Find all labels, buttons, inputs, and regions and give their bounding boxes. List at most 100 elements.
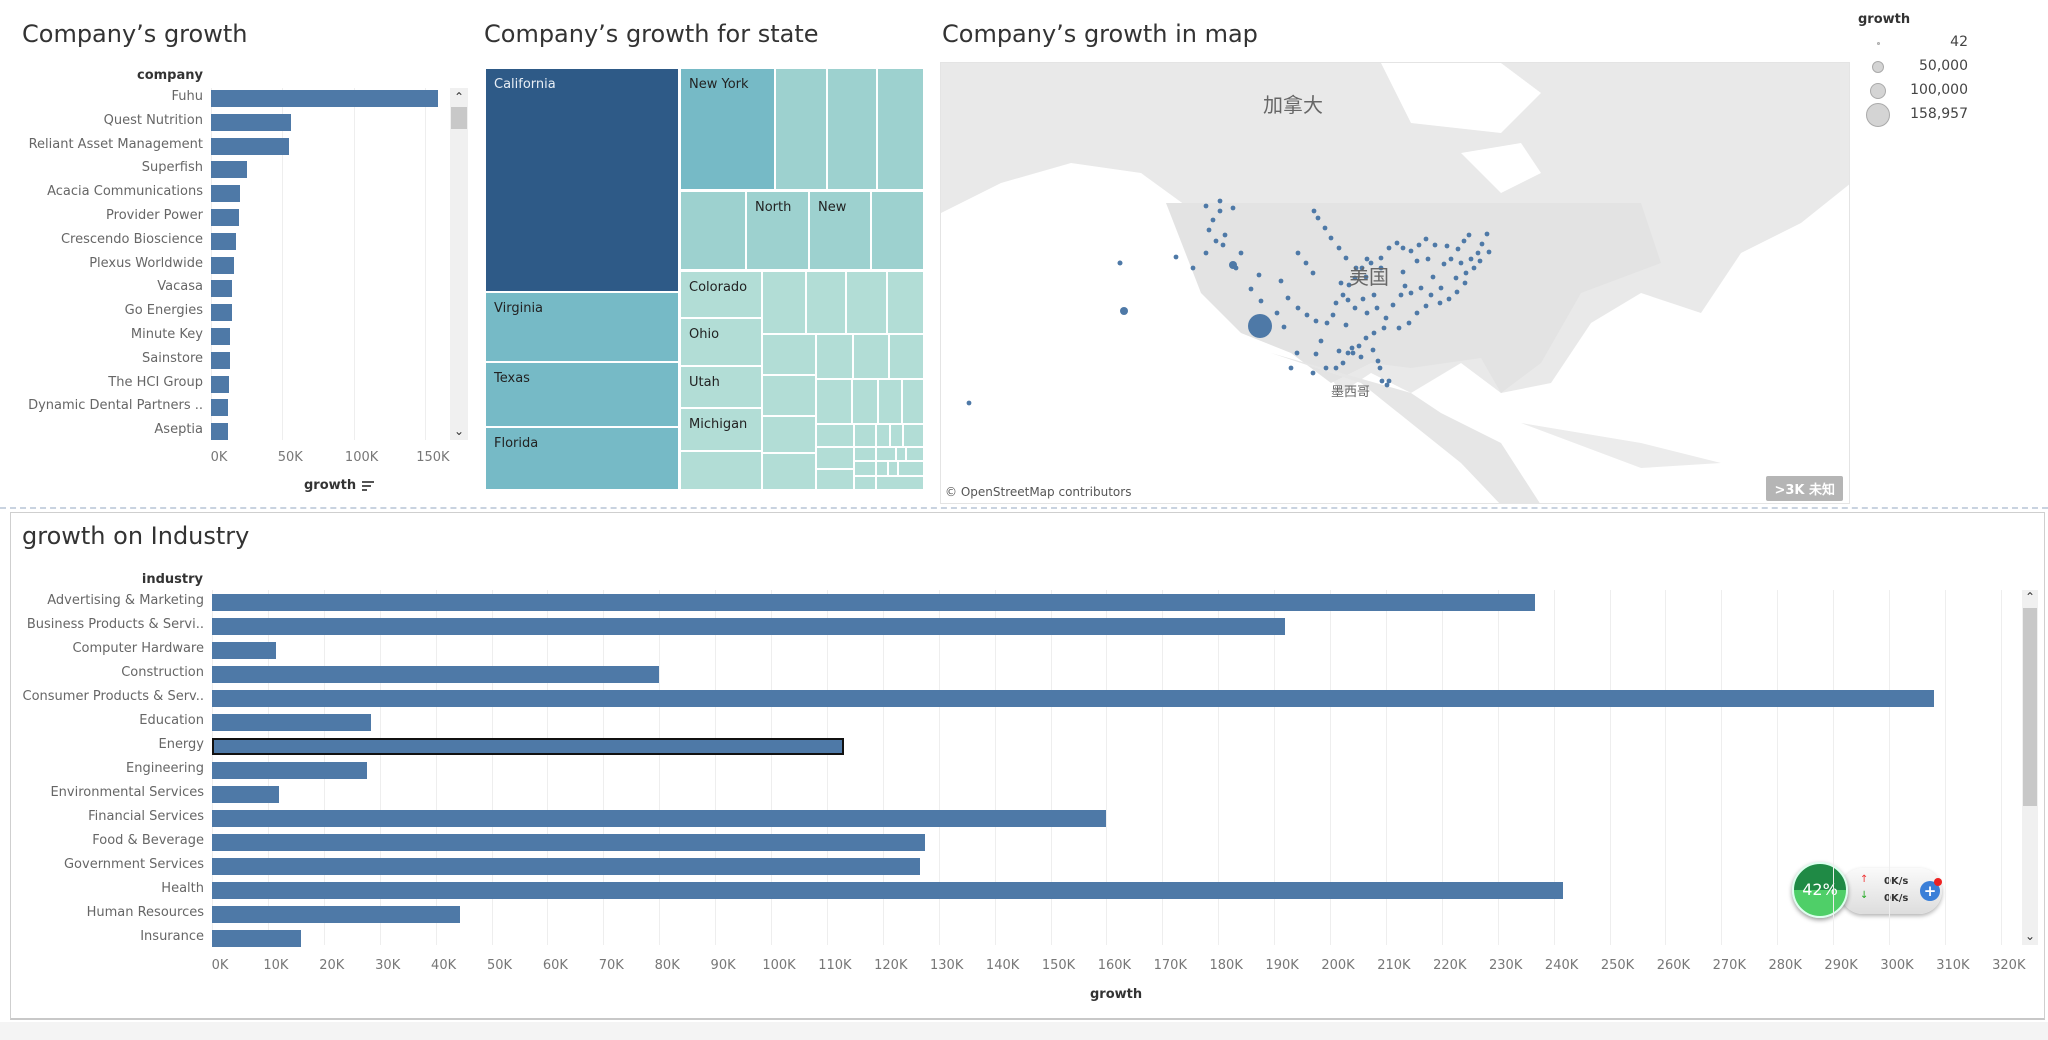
treemap-cell-california[interactable]: California <box>485 68 679 292</box>
company-location-dot[interactable] <box>1328 235 1334 241</box>
company-bar[interactable] <box>211 185 240 203</box>
company-location-dot[interactable] <box>1371 292 1377 298</box>
treemap-cell[interactable] <box>889 334 924 379</box>
company-location-dot[interactable] <box>1343 255 1349 261</box>
treemap-cell[interactable] <box>816 424 854 447</box>
company-label[interactable]: Plexus Worldwide <box>89 255 203 271</box>
scroll-up-icon[interactable]: ⌃ <box>2024 590 2036 604</box>
company-location-dot[interactable] <box>1363 274 1369 280</box>
industry-bar[interactable] <box>212 858 920 875</box>
company-location-dot[interactable] <box>1345 297 1351 303</box>
company-location-dot[interactable] <box>1402 283 1408 289</box>
company-location-dot[interactable] <box>1336 245 1342 251</box>
company-location-dot[interactable] <box>1455 246 1461 252</box>
company-location-dot[interactable] <box>1364 310 1370 316</box>
company-location-dot[interactable] <box>1330 312 1336 318</box>
treemap-cell[interactable] <box>816 447 854 469</box>
legend-item[interactable]: 42 <box>1858 31 1968 55</box>
company-bar[interactable] <box>211 351 230 369</box>
company-location-dot[interactable] <box>1475 250 1481 256</box>
company-location-dot[interactable] <box>1484 231 1490 237</box>
industry-label[interactable]: Business Products & Servi.. <box>26 617 204 632</box>
company-location-dot[interactable] <box>1349 345 1355 351</box>
company-location-dot[interactable] <box>1437 300 1443 306</box>
company-location-dot[interactable] <box>1248 314 1272 338</box>
company-location-dot[interactable] <box>1423 303 1429 309</box>
treemap-cell[interactable] <box>854 461 876 476</box>
treemap-cell[interactable] <box>876 424 890 447</box>
treemap-cell[interactable] <box>762 453 816 490</box>
treemap-cell[interactable] <box>890 424 903 447</box>
industry-bar[interactable] <box>212 906 461 923</box>
company-label[interactable]: Superfish <box>141 160 203 176</box>
company-label[interactable]: Vacasa <box>157 279 203 295</box>
industry-label[interactable]: Insurance <box>140 929 204 944</box>
scroll-up-icon[interactable]: ⌃ <box>453 90 465 104</box>
company-location-dot[interactable] <box>1333 365 1339 371</box>
company-location-dot[interactable] <box>1222 232 1228 238</box>
company-location-dot[interactable] <box>1203 203 1209 209</box>
company-location-dot[interactable] <box>1406 320 1412 326</box>
treemap-cell-utah[interactable]: Utah <box>680 366 762 408</box>
company-location-dot[interactable] <box>1274 310 1280 316</box>
company-location-dot[interactable] <box>1258 298 1264 304</box>
treemap-cell[interactable] <box>903 424 924 447</box>
industry-bar[interactable] <box>212 714 372 731</box>
company-bar[interactable] <box>211 423 228 441</box>
company-location-dot[interactable] <box>1238 250 1244 256</box>
company-location-dot[interactable] <box>1315 215 1321 221</box>
treemap-cell[interactable] <box>877 68 924 190</box>
treemap-cell[interactable] <box>871 191 924 270</box>
industry-label[interactable]: Energy <box>158 737 204 752</box>
company-location-dot[interactable] <box>1486 249 1492 255</box>
company-location-dot[interactable] <box>1386 245 1392 251</box>
company-bar[interactable] <box>211 209 239 226</box>
treemap-cell-new[interactable]: New <box>809 191 871 270</box>
company-location-dot[interactable] <box>1356 343 1362 349</box>
company-bar[interactable] <box>211 90 438 107</box>
treemap-cell[interactable] <box>680 191 746 270</box>
company-location-dot[interactable] <box>1379 378 1385 384</box>
treemap-cell[interactable] <box>898 461 924 476</box>
scroll-down-icon[interactable]: ⌄ <box>453 424 465 438</box>
industry-scrollbar[interactable]: ⌃ ⌄ <box>2022 590 2038 945</box>
company-label[interactable]: Provider Power <box>106 208 203 223</box>
company-axis-title[interactable]: growth <box>304 478 357 493</box>
treemap-cell[interactable] <box>888 461 898 476</box>
company-location-dot[interactable] <box>1453 275 1459 281</box>
company-location-dot[interactable] <box>1285 295 1291 301</box>
company-location-dot[interactable] <box>1370 347 1376 353</box>
industry-label[interactable]: Construction <box>121 665 204 680</box>
treemap-cell[interactable] <box>762 416 816 453</box>
company-location-dot[interactable] <box>1477 258 1483 264</box>
company-location-dot[interactable] <box>1384 382 1390 388</box>
company-location-dot[interactable] <box>1343 322 1349 328</box>
treemap-cell-michigan[interactable]: Michigan <box>680 408 762 451</box>
company-location-dot[interactable] <box>1220 242 1226 248</box>
company-location-dot[interactable] <box>1444 243 1450 249</box>
industry-bar[interactable] <box>212 762 368 779</box>
company-location-dot[interactable] <box>1381 325 1387 331</box>
industry-bar[interactable] <box>212 882 1563 899</box>
company-location-dot[interactable] <box>1318 338 1324 344</box>
scroll-thumb[interactable] <box>2023 608 2037 806</box>
industry-label[interactable]: Consumer Products & Serv.. <box>22 689 205 704</box>
industry-row-header[interactable]: industry <box>141 572 203 587</box>
company-location-dot[interactable] <box>1414 310 1420 316</box>
legend-item[interactable]: 158,957 <box>1858 103 1968 127</box>
treemap-cell[interactable] <box>762 375 816 416</box>
scroll-down-icon[interactable]: ⌄ <box>2024 929 2036 943</box>
company-location-dot[interactable] <box>1359 265 1365 271</box>
company-location-dot[interactable] <box>1396 325 1402 331</box>
company-location-dot[interactable] <box>1210 217 1216 223</box>
map-view[interactable]: 加拿大 美国 墨西哥 © OpenStreetMap contributors … <box>940 62 1850 504</box>
company-location-dot[interactable] <box>1408 290 1414 296</box>
treemap-cell[interactable] <box>762 334 816 375</box>
industry-axis-title[interactable]: growth <box>1090 987 1143 1002</box>
treemap-cell-new-york[interactable]: New York <box>680 68 775 190</box>
industry-label[interactable]: Computer Hardware <box>72 641 204 656</box>
company-location-dot[interactable] <box>1190 265 1196 271</box>
treemap-cell-colorado[interactable]: Colorado <box>680 271 762 318</box>
treemap-cell[interactable] <box>816 334 853 379</box>
treemap-cell-virginia[interactable]: Virginia <box>485 292 679 362</box>
